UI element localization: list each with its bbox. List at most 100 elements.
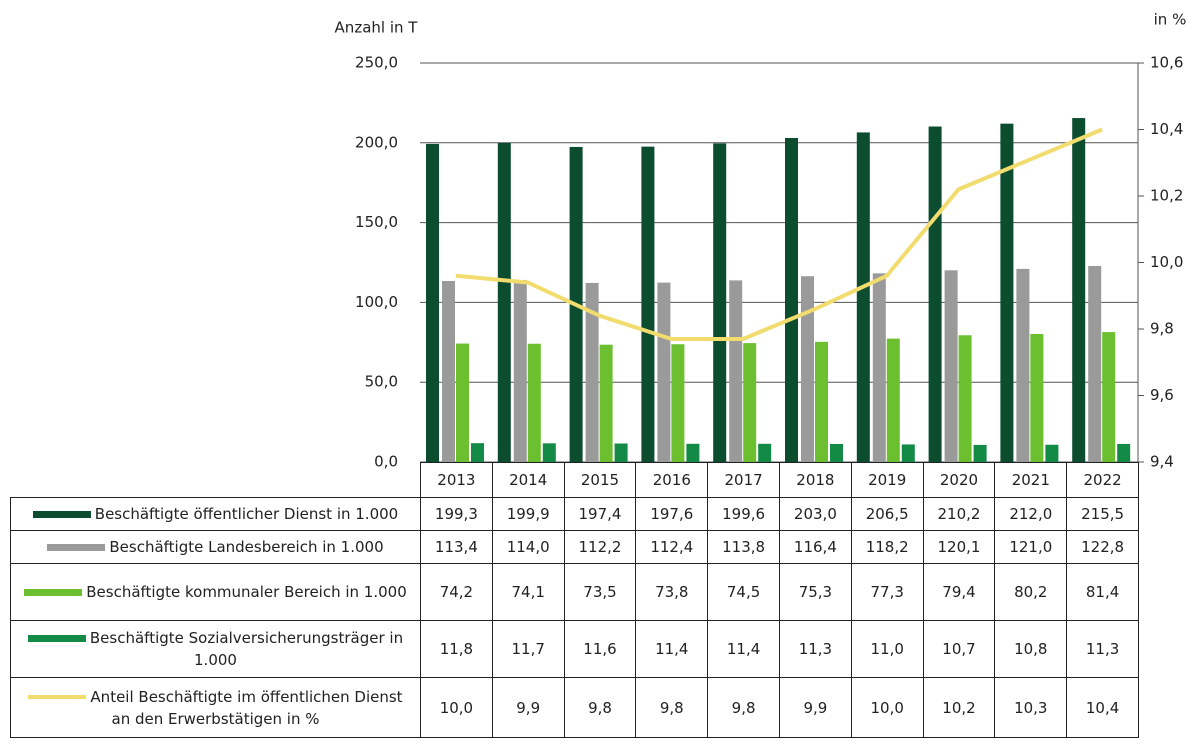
table-value: 10,7 xyxy=(922,620,996,678)
y2-axis-label: in % xyxy=(1154,11,1187,29)
y2-tick-label: 10,0 xyxy=(1150,253,1183,271)
legend-label: Beschäftigte Landesbereich in 1.000 xyxy=(109,538,384,556)
bar xyxy=(657,282,671,462)
table-value: 113,4 xyxy=(420,530,493,564)
bar xyxy=(471,443,484,462)
table-value: 74,2 xyxy=(420,563,493,621)
bar xyxy=(1088,266,1102,462)
table-value: 113,8 xyxy=(707,530,780,564)
table-value: 210,2 xyxy=(922,497,996,531)
bar xyxy=(527,343,541,462)
table-value: 80,2 xyxy=(994,563,1068,621)
table-header-cell: 2018 xyxy=(779,462,852,498)
table-value: 9,8 xyxy=(563,677,637,738)
bar xyxy=(758,443,772,462)
bar xyxy=(886,338,900,462)
table-value: 11,3 xyxy=(779,620,852,678)
bar xyxy=(497,142,511,462)
table-value: 77,3 xyxy=(850,563,924,621)
table-header-cell: 2017 xyxy=(707,462,780,498)
table-value: 74,5 xyxy=(707,563,780,621)
table-value: 11,0 xyxy=(850,620,924,678)
legend-cell: Anteil Beschäftigte im öffentlichen Dien… xyxy=(10,677,421,738)
bar xyxy=(671,344,685,462)
table-value: 112,4 xyxy=(635,530,709,564)
bar xyxy=(542,443,556,462)
bar xyxy=(973,444,987,462)
y2-tick-label: 9,6 xyxy=(1150,386,1174,404)
bar xyxy=(1072,118,1086,462)
table-value: 11,4 xyxy=(635,620,709,678)
table-value: 120,1 xyxy=(922,530,996,564)
legend-label: Anteil Beschäftigte im öffentlichen Dien… xyxy=(90,687,403,728)
table-value: 199,6 xyxy=(707,497,780,531)
bar xyxy=(456,343,469,462)
legend-swatch xyxy=(24,589,83,596)
bar xyxy=(1030,334,1044,462)
table-value: 9,8 xyxy=(707,677,780,738)
table-value: 10,0 xyxy=(420,677,493,738)
bar xyxy=(785,138,798,462)
bar xyxy=(713,143,727,462)
table-value: 10,3 xyxy=(994,677,1068,738)
table-value: 116,4 xyxy=(779,530,852,564)
table-header-cell: 2019 xyxy=(850,462,924,498)
legend-cell: Beschäftigte öffentlicher Dienst in 1.00… xyxy=(10,497,421,531)
table-value: 10,2 xyxy=(922,677,996,738)
y-tick-label: 0,0 xyxy=(374,453,398,471)
line-series xyxy=(455,127,1103,341)
bar xyxy=(729,280,743,462)
table-value: 81,4 xyxy=(1066,563,1139,621)
legend-label: Beschäftigte Sozialversicherungsträger i… xyxy=(89,629,404,669)
y-tick-label: 50,0 xyxy=(365,373,398,391)
table-value: 11,4 xyxy=(707,620,780,678)
bar xyxy=(830,443,843,462)
legend-cell: Beschäftigte kommunaler Bereich in 1.000 xyxy=(10,563,421,621)
legend-cell: Beschäftigte Landesbereich in 1.000 xyxy=(10,530,421,564)
bar xyxy=(928,126,942,462)
table-header-cell: 2020 xyxy=(922,462,996,498)
bar xyxy=(856,132,870,462)
table-value: 199,3 xyxy=(420,497,493,531)
table-value: 112,2 xyxy=(563,530,637,564)
y-axis-label: Anzahl in T xyxy=(335,19,419,37)
table-value: 122,8 xyxy=(1066,530,1139,564)
table-value: 11,8 xyxy=(420,620,493,678)
y-tick-label: 100,0 xyxy=(355,293,398,311)
bar xyxy=(585,282,599,462)
y2-tick-label: 10,2 xyxy=(1150,187,1183,205)
bar xyxy=(686,443,700,462)
y-tick-label: 250,0 xyxy=(355,54,398,72)
bar xyxy=(901,444,915,462)
table-header-cell: 2015 xyxy=(563,462,637,498)
bar xyxy=(872,273,886,462)
table-value: 212,0 xyxy=(994,497,1068,531)
legend-cell: Beschäftigte Sozialversicherungsträger i… xyxy=(10,620,421,678)
legend-swatch xyxy=(32,511,91,518)
table-value: 75,3 xyxy=(779,563,852,621)
bar xyxy=(958,335,972,462)
y2-tick-label: 10,6 xyxy=(1150,54,1183,72)
bar xyxy=(801,276,814,462)
table-value: 215,5 xyxy=(1066,497,1139,531)
table-value: 11,7 xyxy=(491,620,565,678)
legend-label: Beschäftigte kommunaler Bereich in 1.000 xyxy=(86,583,407,601)
y2-tick-label: 9,4 xyxy=(1150,453,1174,471)
table-header-cell: 2016 xyxy=(635,462,709,498)
table-value: 73,5 xyxy=(563,563,637,621)
bar xyxy=(1102,332,1116,462)
table-value: 206,5 xyxy=(850,497,924,531)
legend-swatch xyxy=(28,695,87,699)
table-value: 10,0 xyxy=(850,677,924,738)
bar xyxy=(614,443,628,462)
bar xyxy=(1016,268,1030,462)
table-value: 121,0 xyxy=(994,530,1068,564)
table-value: 10,4 xyxy=(1066,677,1139,738)
bar xyxy=(599,344,613,462)
y-tick-label: 150,0 xyxy=(355,213,398,231)
table-value: 74,1 xyxy=(491,563,565,621)
y-tick-label: 200,0 xyxy=(355,133,398,151)
y2-tick-label: 10,4 xyxy=(1150,120,1183,138)
table-value: 197,4 xyxy=(563,497,637,531)
